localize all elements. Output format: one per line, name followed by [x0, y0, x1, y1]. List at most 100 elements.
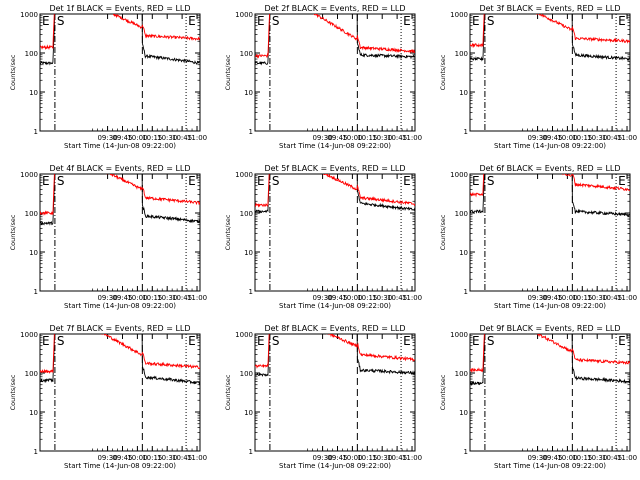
y-tick-label: 1 [464, 128, 468, 136]
panel-title: Det 8f BLACK = Events, RED = LLD [264, 324, 405, 333]
plot-frame [469, 13, 631, 132]
x-tick-label: 10:30 [587, 134, 607, 142]
y-tick-label: 100 [455, 370, 468, 378]
y-tick-label: 100 [240, 50, 253, 58]
x-tick-label: 10:30 [157, 294, 177, 302]
marker-label: S [272, 14, 280, 28]
plot-area [470, 174, 630, 291]
x-tick-label: 10:15 [357, 454, 377, 462]
series-events-line [255, 334, 415, 377]
plot-frame [469, 333, 631, 452]
series-lld-line [255, 334, 415, 369]
panel-title: Det 4f BLACK = Events, RED = LLD [49, 164, 190, 173]
x-tick-label: 09:30 [312, 294, 332, 302]
x-tick-label: 10:45 [387, 454, 407, 462]
x-tick-label: 10:00 [127, 454, 147, 462]
plot-frame [254, 13, 416, 132]
series-lld-line [40, 14, 200, 51]
x-tick-label: 10:00 [557, 134, 577, 142]
x-axis-label: Start Time (14-Jun-08 09:22:00) [279, 462, 391, 470]
x-tick-label: 10:45 [602, 454, 622, 462]
plot-area [255, 174, 415, 291]
x-tick-label: 09:45 [112, 134, 132, 142]
marker-label: S [272, 174, 280, 188]
series-events-line [470, 14, 630, 62]
panel-det-4: Det 4f BLACK = Events, RED = LLD 1 10 100 10… [9, 164, 207, 310]
y-tick-label: 10 [459, 89, 468, 97]
y-tick-label: 1 [249, 288, 253, 296]
x-tick-label: 09:30 [97, 454, 117, 462]
plot-frame [39, 173, 201, 292]
marker-label: E [472, 334, 480, 348]
x-axis-label: Start Time (14-Jun-08 09:22:00) [279, 142, 391, 150]
x-tick-label: 09:30 [312, 454, 332, 462]
series-lld-line [470, 14, 630, 49]
marker-label: S [487, 334, 495, 348]
x-tick-label: 10:30 [372, 294, 392, 302]
series-lld-line [255, 174, 415, 208]
panel-title: Det 1f BLACK = Events, RED = LLD [49, 4, 190, 13]
marker-label: S [487, 174, 495, 188]
x-tick-label: 11:00 [402, 454, 422, 462]
series-lld-line [255, 14, 415, 59]
x-axis-label: Start Time (14-Jun-08 09:22:00) [279, 302, 391, 310]
y-tick-label: 100 [240, 210, 253, 218]
x-tick-label: 11:00 [402, 294, 422, 302]
y-tick-label: 100 [240, 370, 253, 378]
series-events-line [40, 14, 200, 66]
marker-label: E [42, 174, 50, 188]
x-tick-label: 10:15 [142, 294, 162, 302]
panel-det-3: Det 3f BLACK = Events, RED = LLD 1 10 100 10… [439, 4, 637, 150]
y-tick-label: 1 [464, 288, 468, 296]
plot-frame [469, 173, 631, 292]
x-tick-label: 09:45 [542, 294, 562, 302]
marker-label: S [272, 334, 280, 348]
x-tick-label: 10:45 [387, 134, 407, 142]
y-tick-label: 1 [34, 288, 38, 296]
x-axis-label: Start Time (14-Jun-08 09:22:00) [494, 462, 606, 470]
x-tick-label: 09:30 [527, 454, 547, 462]
y-tick-label: 1 [464, 448, 468, 456]
marker-label: E [257, 14, 265, 28]
x-tick-label: 10:45 [172, 294, 192, 302]
x-tick-label: 11:00 [187, 294, 207, 302]
panel-det-6: Det 6f BLACK = Events, RED = LLD 1 10 100 10… [439, 164, 637, 310]
series-lld-line [470, 174, 630, 198]
x-tick-label: 11:00 [617, 294, 637, 302]
plot-area [470, 334, 630, 451]
marker-label: E [257, 334, 265, 348]
y-tick-label: 100 [455, 210, 468, 218]
x-tick-label: 10:45 [387, 294, 407, 302]
x-tick-label: 09:45 [327, 294, 347, 302]
marker-label: E [188, 174, 196, 188]
plot-area [255, 334, 415, 451]
series-lld-line [470, 334, 630, 373]
x-tick-label: 09:45 [327, 134, 347, 142]
x-tick-label: 10:30 [587, 454, 607, 462]
x-tick-label: 10:15 [572, 294, 592, 302]
x-tick-label: 10:15 [572, 454, 592, 462]
series-lld-line [40, 334, 200, 374]
y-tick-label: 100 [455, 50, 468, 58]
y-tick-label: 10 [244, 249, 253, 257]
x-tick-label: 10:30 [587, 294, 607, 302]
panel-title: Det 6f BLACK = Events, RED = LLD [479, 164, 620, 173]
x-tick-label: 09:45 [542, 454, 562, 462]
y-tick-label: 1000 [20, 331, 38, 339]
plot-frame [39, 333, 201, 452]
x-tick-label: 10:30 [372, 454, 392, 462]
y-axis-label: Counts/sec [224, 214, 232, 250]
series-events-line [40, 174, 200, 226]
series-events-line [470, 334, 630, 387]
y-tick-label: 1000 [20, 171, 38, 179]
marker-label: S [487, 14, 495, 28]
x-tick-label: 10:00 [342, 454, 362, 462]
panel-title: Det 2f BLACK = Events, RED = LLD [264, 4, 405, 13]
y-axis-label: Counts/sec [9, 214, 17, 250]
x-tick-label: 10:45 [172, 134, 192, 142]
x-tick-label: 11:00 [187, 134, 207, 142]
marker-label: E [42, 334, 50, 348]
marker-label: E [188, 334, 196, 348]
plot-area [255, 14, 415, 131]
plot-area [470, 14, 630, 131]
